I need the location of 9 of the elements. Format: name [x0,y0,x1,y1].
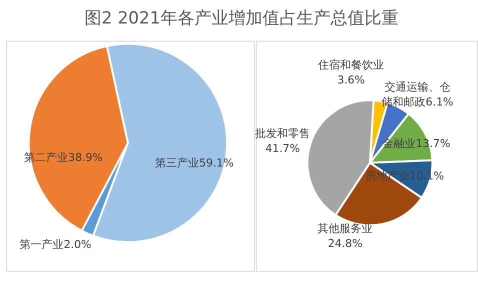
data-label: 3.6% [337,73,365,86]
data-label: 24.8% [328,237,362,250]
data-label: 41.7% [265,142,300,155]
chart-title: 图2 2021年各产业增加值占生产总值比重 [84,7,398,28]
slice-label: 住宿和餐饮业 [318,58,384,72]
slice-label: 第一产业2.0% [20,238,92,252]
slice-label: 其他服务业 [318,222,373,236]
slice-label: 交通运输、仓储和邮政6.1% [382,80,454,108]
slice-label: 批发和零售 [255,126,310,140]
